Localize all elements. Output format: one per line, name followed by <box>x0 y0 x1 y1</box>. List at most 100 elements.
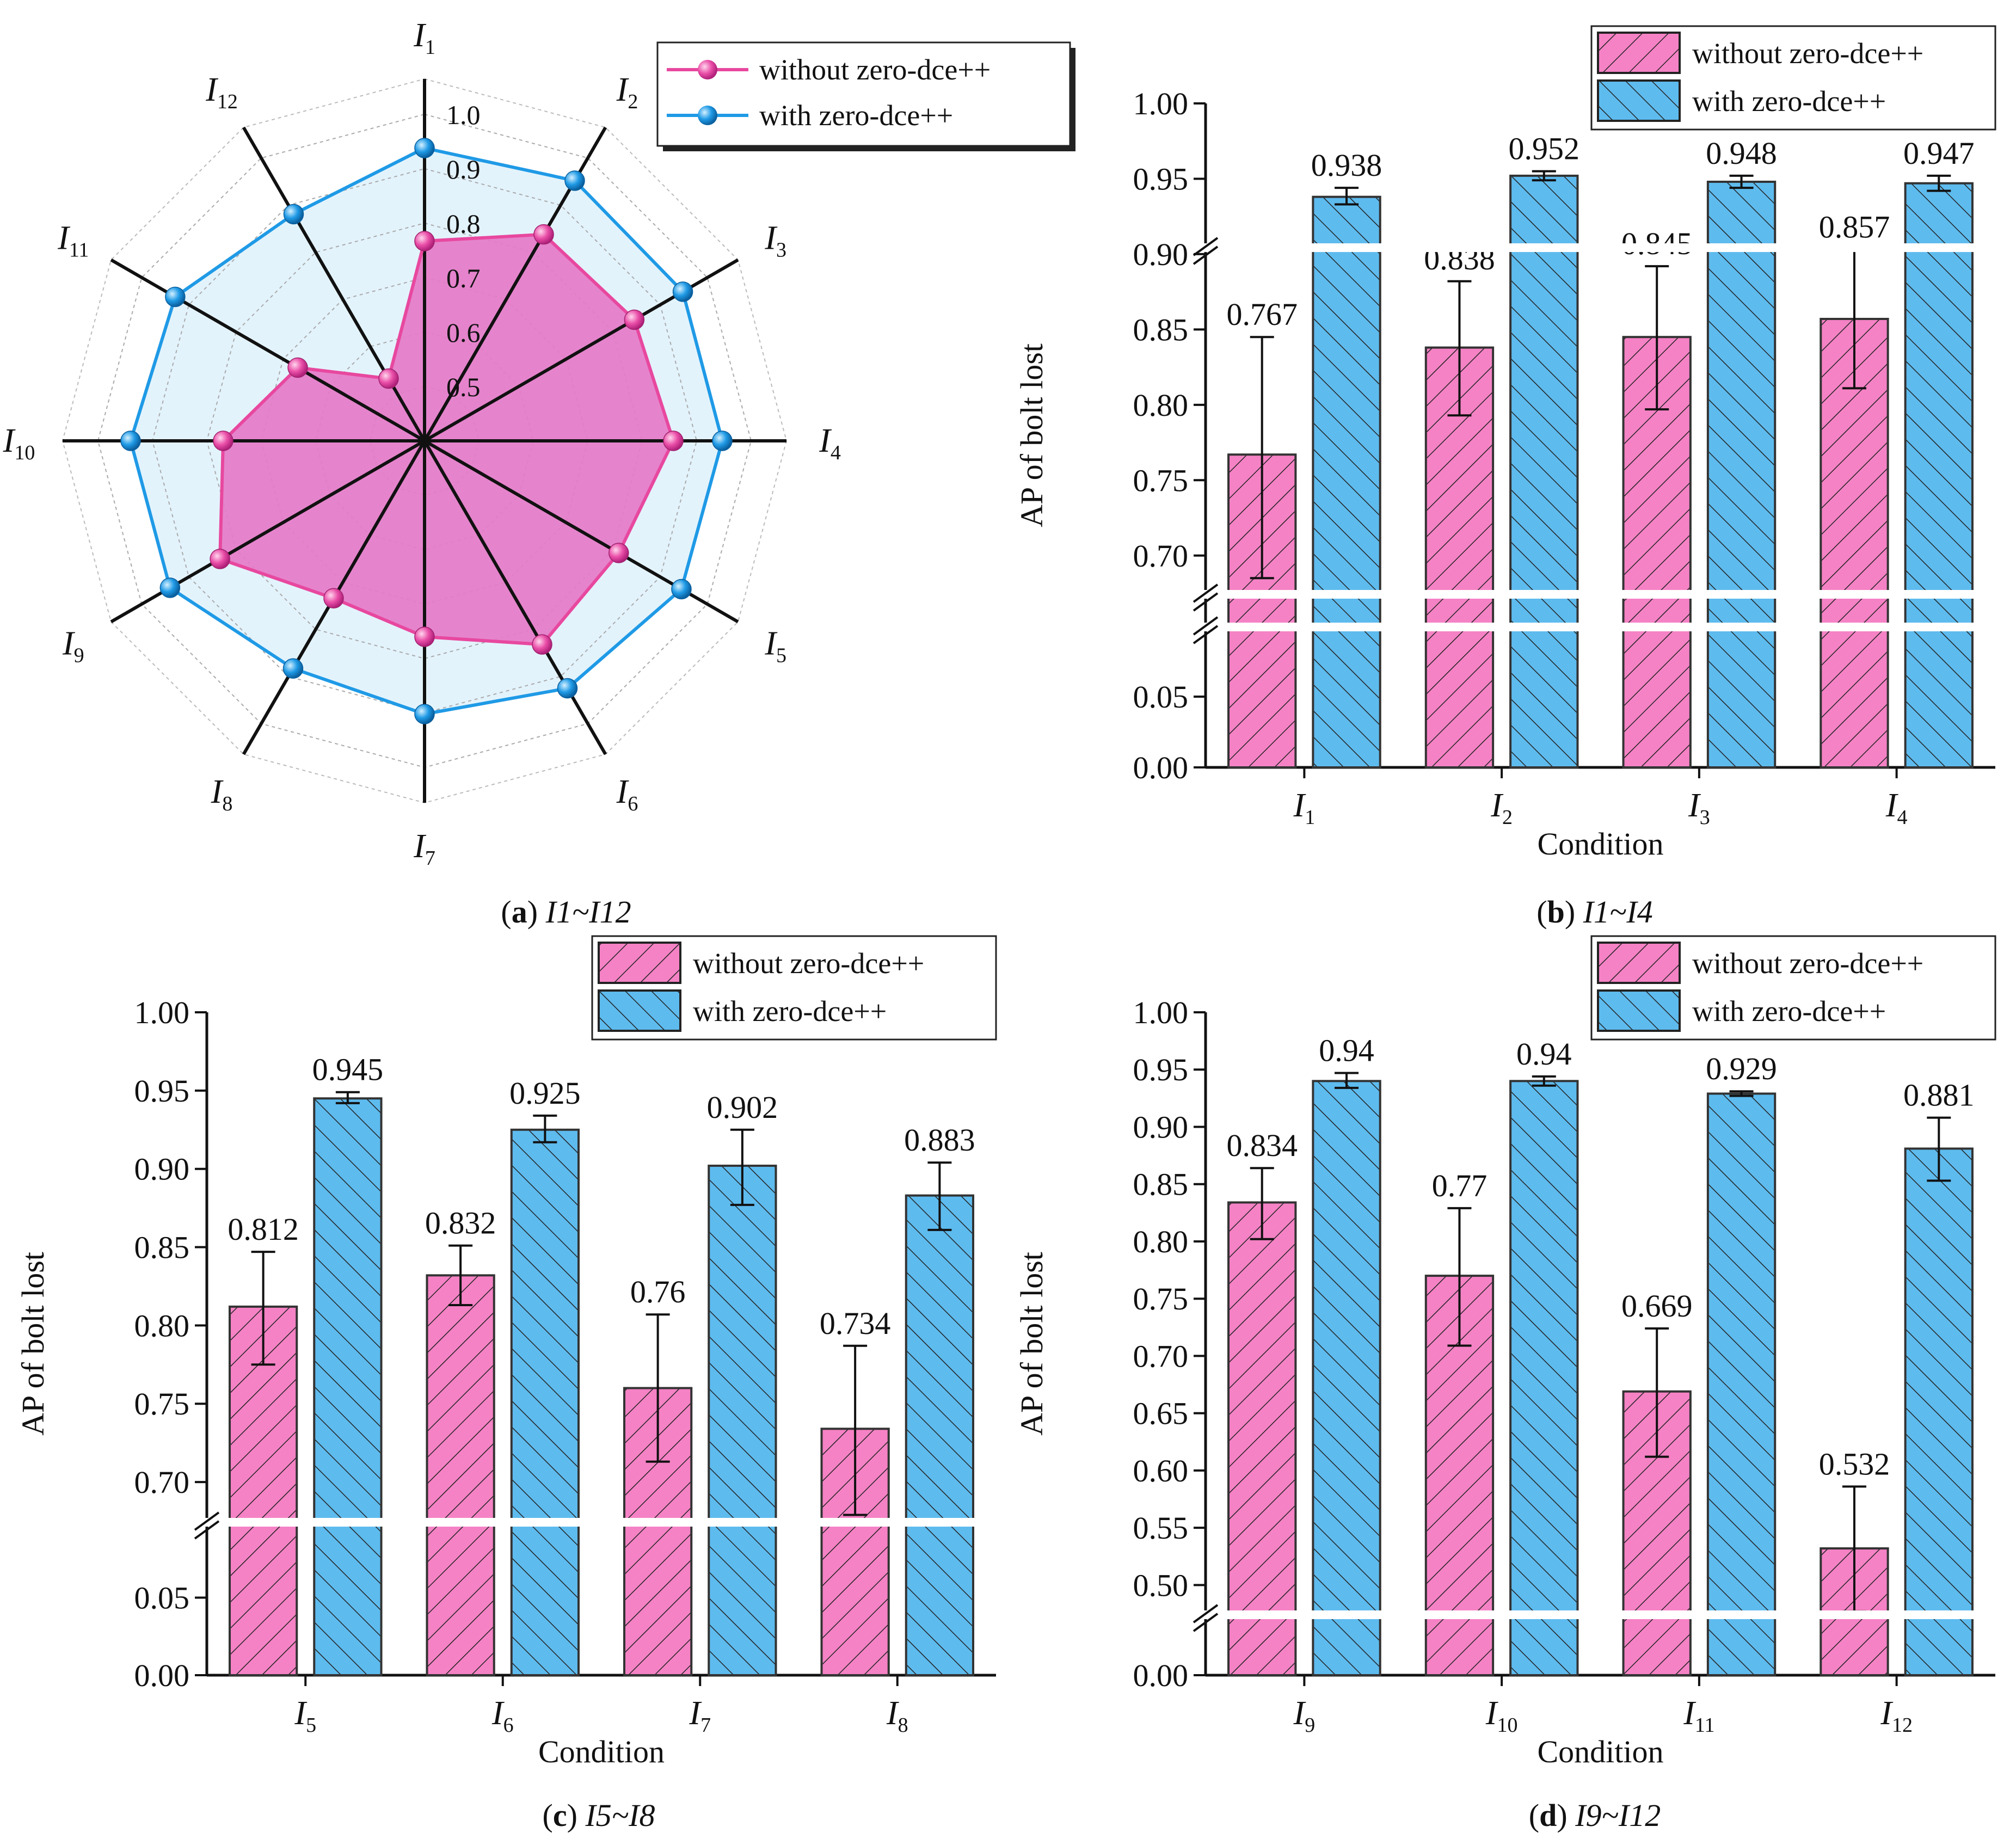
caption-paren: ( <box>1536 894 1547 930</box>
y-tick-label: 0.00 <box>1133 750 1189 785</box>
data-label: 0.925 <box>509 1075 581 1111</box>
radar-point-with <box>283 204 304 225</box>
radar-tick-label: 0.7 <box>446 263 481 293</box>
axis-break-mark <box>1193 583 1219 603</box>
x-tick-label: I12 <box>1880 1695 1913 1737</box>
bar-with <box>905 1194 974 1677</box>
radar-axis-label-base: I <box>616 773 630 810</box>
radar-point-without <box>624 309 645 330</box>
y-tick-label: 0.90 <box>1133 1109 1189 1145</box>
axis-break-band <box>1200 1610 1996 1619</box>
data-label: 0.881 <box>1903 1078 1975 1113</box>
y-tick-label: 0.85 <box>1133 1167 1189 1202</box>
caption-paren: ( <box>543 1798 553 1833</box>
legend-label: without zero-dce++ <box>1692 947 1923 980</box>
y-tick-label: 0.95 <box>1133 1052 1189 1087</box>
y-tick-label: 0.05 <box>134 1580 190 1616</box>
x-tick-label: I1 <box>1293 787 1316 829</box>
bar-without <box>229 1305 298 1677</box>
caption-paren: ) <box>1557 1798 1575 1833</box>
x-tick-label-sub: 4 <box>1897 806 1907 829</box>
radar-axis-label-sub: 8 <box>222 792 232 815</box>
x-tick-label: I6 <box>491 1695 514 1737</box>
radar-axis-label-base: I <box>413 828 427 865</box>
x-tick-label-base: I <box>1293 787 1307 824</box>
x-tick-label: I9 <box>1293 1695 1316 1737</box>
legend-swatch <box>1597 79 1681 122</box>
y-tick-label: 1.00 <box>134 995 190 1030</box>
data-label: 0.929 <box>1706 1051 1777 1086</box>
legend-box <box>656 41 1071 147</box>
radar-point-with <box>282 658 304 679</box>
y-tick-label: 0.80 <box>1133 1224 1189 1259</box>
caption-range: I1~I4 <box>1583 894 1653 930</box>
bar-with <box>708 1164 777 1676</box>
radar-axis-label: I7 <box>413 828 435 870</box>
axis-break-band <box>1200 590 1996 599</box>
radar-axis-label-sub: 2 <box>628 90 638 113</box>
x-tick-label-base: I <box>491 1695 505 1732</box>
data-label: 0.94 <box>1516 1036 1572 1072</box>
radar-axis-label-base: I <box>616 71 630 108</box>
y-tick-label: 0.70 <box>1133 538 1189 574</box>
x-tick-label-base: I <box>689 1695 702 1732</box>
legend-label: without zero-dce++ <box>1692 37 1923 70</box>
radar-tick-label: 0.6 <box>446 317 481 348</box>
radar-axis-label: I8 <box>211 773 233 815</box>
radar-axis-label-base: I <box>819 422 832 459</box>
radar-axis-label: I5 <box>764 625 786 667</box>
y-tick-label: 0.70 <box>1133 1338 1189 1374</box>
caption-b: (b) I1~I4 <box>1536 894 1652 930</box>
radar-axis-label-base: I <box>3 422 16 459</box>
caption-range: I9~I12 <box>1575 1798 1661 1833</box>
x-tick-label: I2 <box>1490 787 1513 829</box>
radar-spoke <box>423 440 607 755</box>
radar-point-without <box>378 368 399 389</box>
radar-point-without <box>663 430 684 451</box>
radar-point-with <box>557 678 578 699</box>
x-tick-label-base: I <box>1688 787 1701 824</box>
data-label: 0.883 <box>904 1122 975 1158</box>
radar-axis-label: I12 <box>205 71 238 113</box>
radar-point-with <box>712 430 733 451</box>
bar-with <box>510 1128 580 1677</box>
radar-point-with <box>165 286 186 308</box>
axis-break-band <box>1200 243 1996 253</box>
radar-axis-label-base: I <box>211 773 224 810</box>
x-tick-label-base: I <box>1880 1695 1894 1732</box>
x-tick-label-sub: 1 <box>1305 806 1315 829</box>
y-tick-label: 0.90 <box>1133 237 1189 272</box>
data-label: 0.532 <box>1819 1446 1890 1481</box>
data-label: 0.945 <box>312 1052 384 1087</box>
x-tick-label: I4 <box>1885 787 1908 829</box>
radar-point-without <box>210 549 230 569</box>
bar-with <box>1509 1080 1579 1676</box>
radar-point-with <box>671 579 692 600</box>
y-tick-label: 0.90 <box>134 1152 190 1187</box>
x-axis-title: Condition <box>1537 1734 1663 1769</box>
radar-axis-label-sub: 11 <box>69 239 89 262</box>
radar-tick-label: 0.8 <box>446 208 481 239</box>
legend-label: with zero-dce++ <box>1692 995 1886 1028</box>
radar-tick-label: 0.9 <box>446 154 481 184</box>
legend-swatch <box>1597 32 1681 74</box>
radar-point-without <box>533 224 554 245</box>
y-tick-label: 0.80 <box>1133 388 1189 423</box>
data-label: 0.834 <box>1226 1128 1298 1163</box>
axis-break-band <box>201 1518 997 1527</box>
y-tick-label: 0.50 <box>1133 1567 1189 1603</box>
y-tick-label: 0.85 <box>1133 312 1189 347</box>
legend-swatch <box>1597 989 1681 1032</box>
y-tick-label: 1.00 <box>1133 995 1189 1030</box>
radar-axis-label-base: I <box>764 220 778 257</box>
y-tick-label: 0.70 <box>134 1465 190 1500</box>
radar-point-with <box>120 430 141 451</box>
caption-a: (a) I1~I12 <box>501 894 631 930</box>
radar-axis-label-sub: 1 <box>425 36 435 59</box>
axis-break-mark <box>1193 592 1219 612</box>
radar-tick-label: 0.5 <box>446 372 481 402</box>
radar-axis-label-base: I <box>764 625 778 662</box>
radar-axis-label: I1 <box>413 17 435 59</box>
x-tick-label-base: I <box>1485 1695 1499 1732</box>
